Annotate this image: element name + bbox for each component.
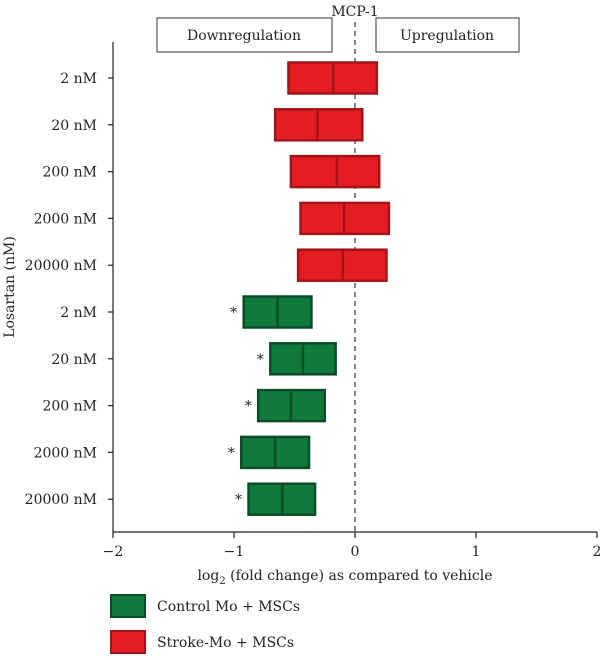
x-axis-title-rest: (fold change) as compared to vehicle — [226, 568, 493, 584]
legend-label: Stroke-Mo + MSCs — [157, 635, 294, 651]
legend-label: Control Mo + MSCs — [157, 599, 300, 615]
y-category-label: 200 nM — [42, 165, 97, 181]
x-axis-title-log: log — [197, 568, 219, 584]
significance-star: * — [230, 305, 237, 321]
legend-swatch — [110, 630, 146, 654]
x-tick-label: −1 — [224, 544, 245, 560]
x-axis-title: log2 (fold change) as compared to vehicl… — [197, 568, 492, 587]
y-category-label: 2 nM — [60, 305, 97, 321]
downregulation-box — [156, 17, 333, 53]
legend-swatch — [110, 594, 146, 618]
significance-star: * — [257, 352, 264, 368]
significance-star: * — [235, 492, 242, 508]
y-axis-title: Losartan (nM) — [2, 236, 18, 338]
x-axis-title-subscript: 2 — [219, 576, 225, 587]
y-category-label: 200 nM — [42, 399, 97, 415]
y-category-label: 20000 nM — [25, 258, 97, 274]
y-category-label: 20 nM — [51, 118, 97, 134]
x-tick-label: 0 — [351, 544, 360, 560]
significance-star: * — [245, 399, 252, 415]
upregulation-box — [375, 17, 520, 53]
x-tick-label: −2 — [103, 544, 124, 560]
y-category-label: 20000 nM — [25, 492, 97, 508]
y-category-label: 2000 nM — [34, 445, 97, 461]
x-tick-label: 2 — [593, 544, 600, 560]
chart-title: MCP-1 — [331, 4, 378, 20]
y-category-label: 2000 nM — [34, 211, 97, 227]
bar — [289, 154, 381, 189]
x-tick-label: 1 — [472, 544, 481, 560]
y-category-label: 2 nM — [60, 71, 97, 87]
significance-star: * — [228, 445, 235, 461]
upregulation-label: Upregulation — [400, 28, 494, 44]
downregulation-label: Downregulation — [187, 28, 301, 44]
y-category-label: 20 nM — [51, 352, 97, 368]
